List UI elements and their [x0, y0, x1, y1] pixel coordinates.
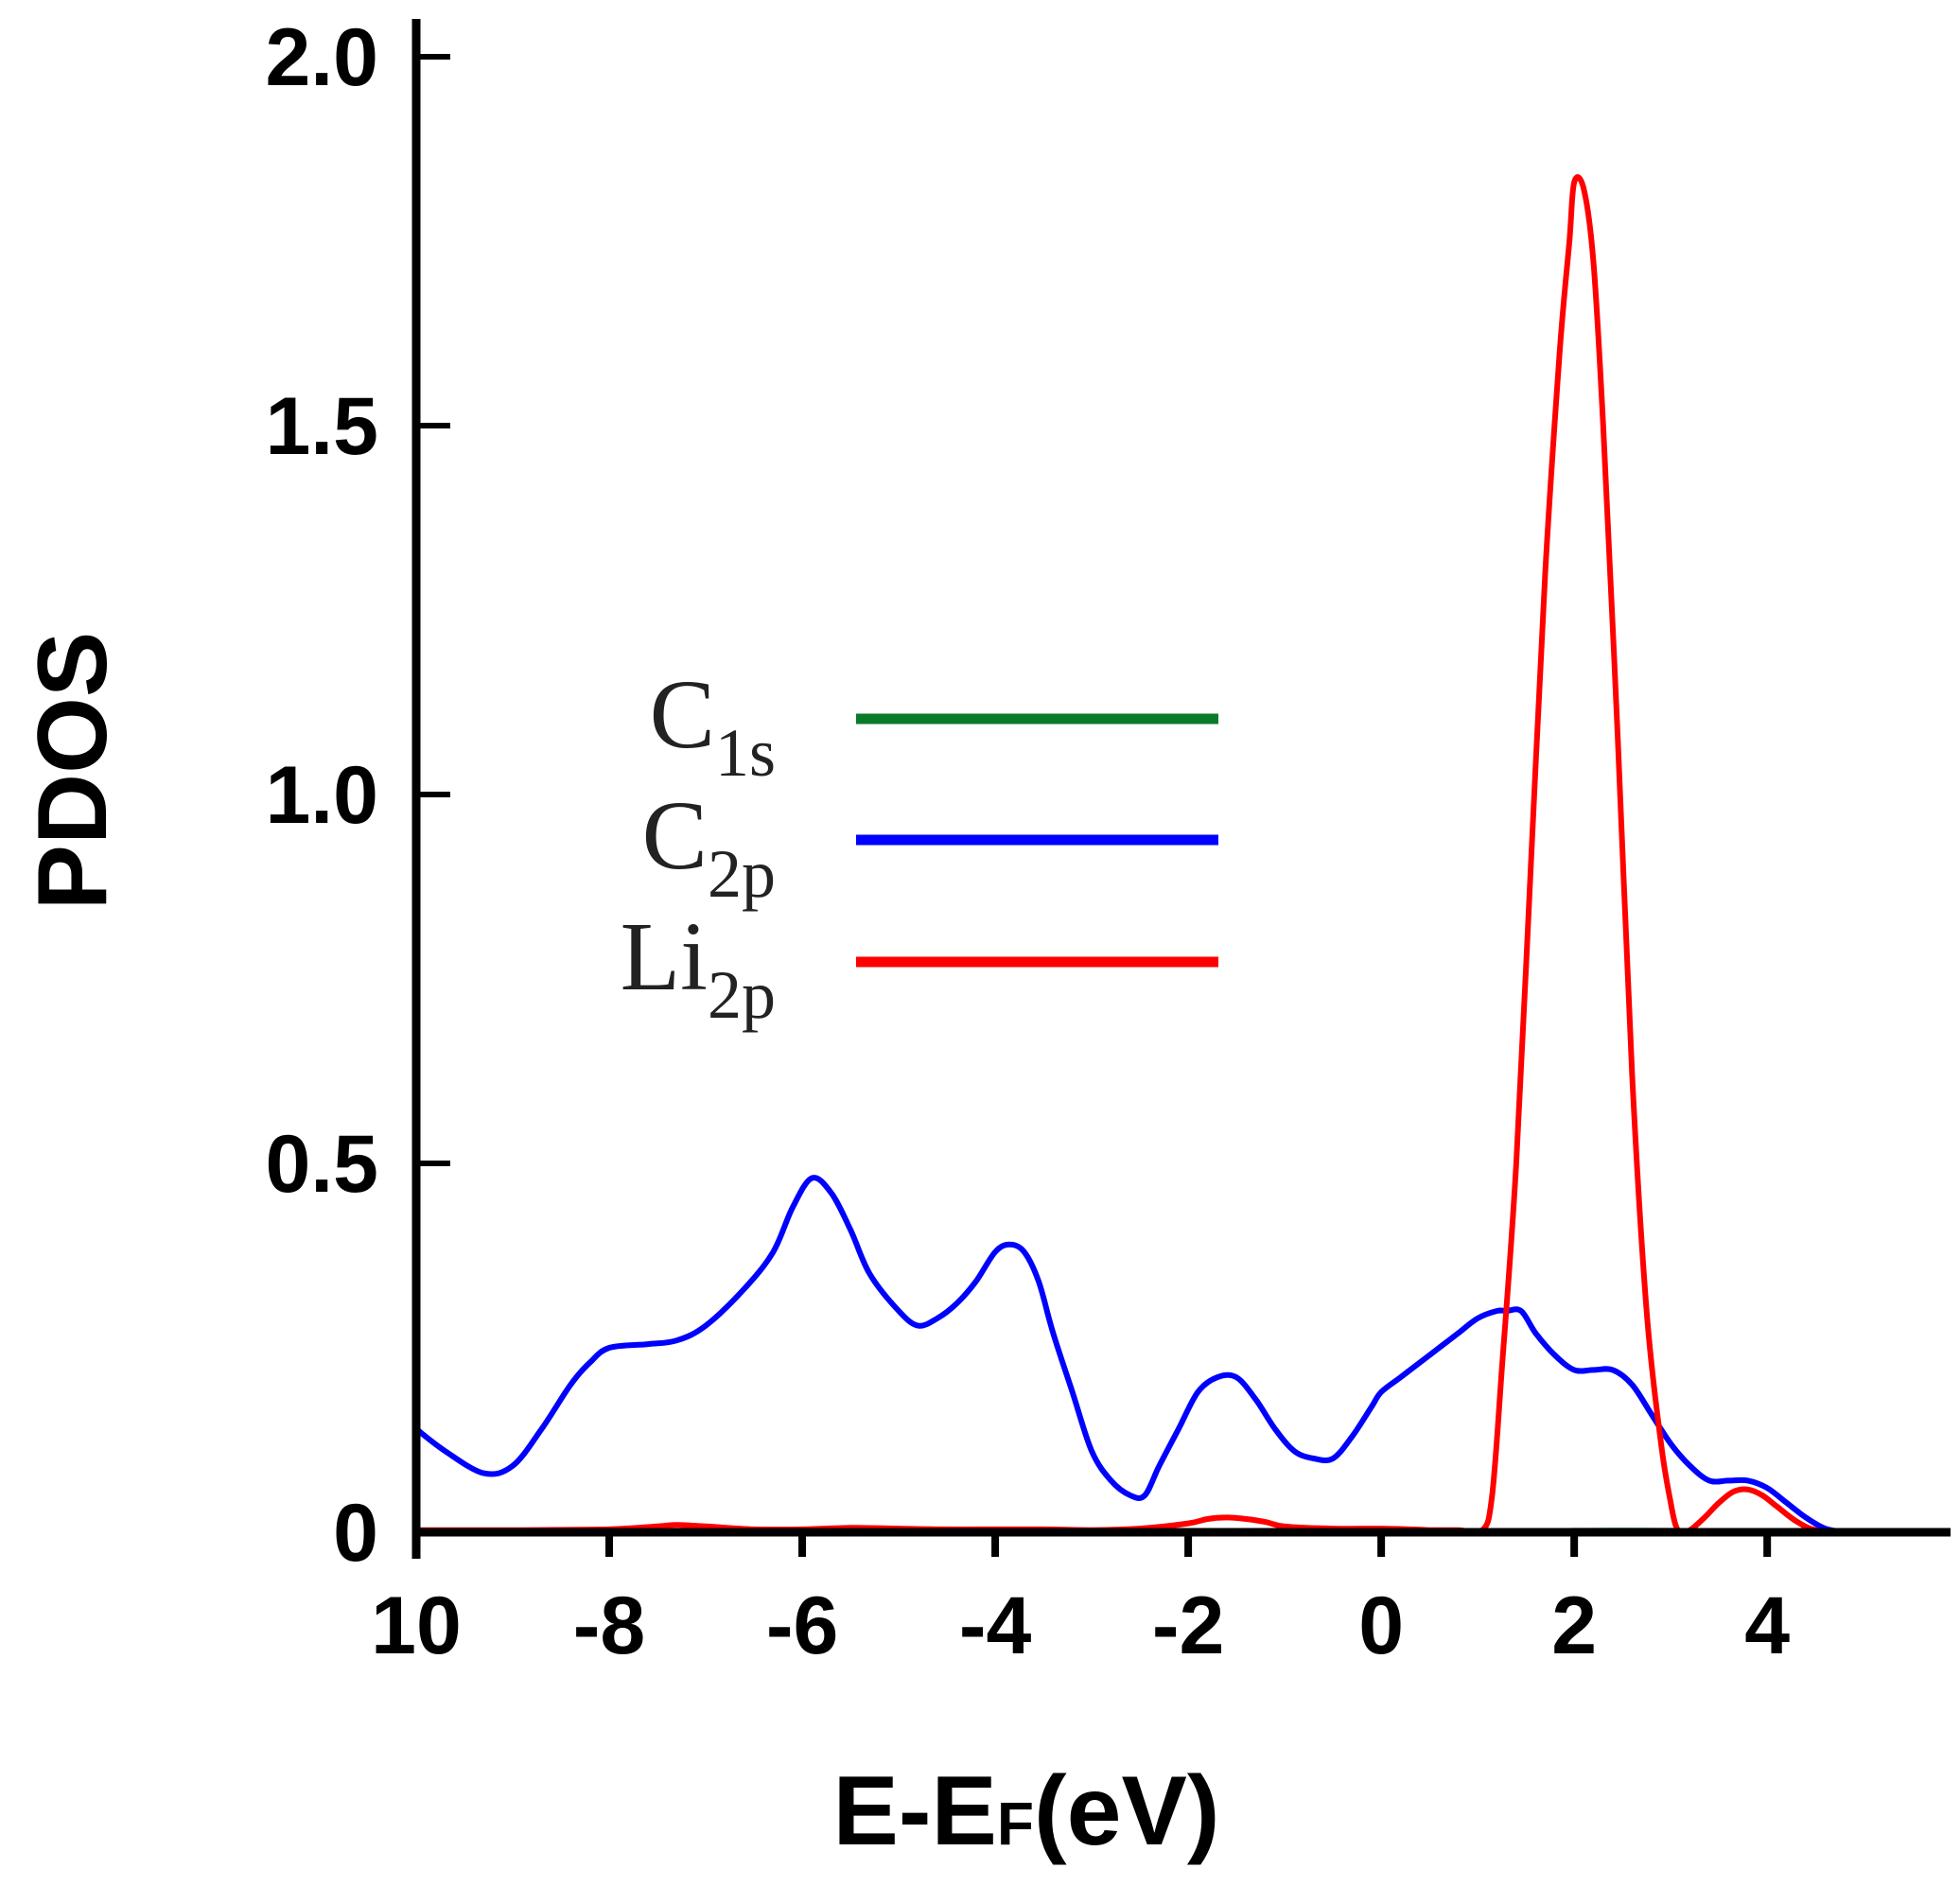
- legend-label-c1s: C: [650, 660, 715, 769]
- x-axis-title-subscript: F: [997, 1790, 1034, 1858]
- x-axis-title: E-EF(eV): [833, 1756, 1220, 1866]
- y-tick-label: 2.0: [265, 12, 378, 103]
- svg-text:C2p: C2p: [642, 781, 776, 912]
- x-tick-label: 10: [371, 1580, 462, 1671]
- y-tick-label: 0: [333, 1488, 378, 1579]
- y-tick-label: 1.0: [265, 750, 378, 841]
- x-tick-label: -2: [1152, 1580, 1224, 1671]
- y-axis-title: PDOS: [18, 632, 128, 911]
- legend: C1s C2p Li2p: [621, 660, 1218, 1033]
- y-ticks: 0 0.5 1.0 1.5 2.0: [265, 12, 450, 1579]
- legend-item-c1s: C1s: [650, 660, 1218, 791]
- x-tick-label: -4: [959, 1580, 1032, 1671]
- x-tick-label: 2: [1551, 1580, 1597, 1671]
- legend-label-c2p: C: [642, 781, 708, 890]
- series-line-c2p: [413, 1175, 1847, 1535]
- legend-label-li2p: Li: [621, 902, 708, 1011]
- x-tick-label: 4: [1744, 1580, 1790, 1671]
- x-tick-label: -6: [766, 1580, 838, 1671]
- legend-item-li2p: Li2p: [621, 902, 1218, 1033]
- y-tick-label: 0.5: [265, 1119, 378, 1210]
- series-layer: [413, 174, 1886, 1536]
- x-ticks: 10 -8 -6 -4 -2 0 2 4: [371, 1532, 1790, 1671]
- svg-text:C1s: C1s: [650, 660, 776, 791]
- legend-sub-li2p: 2p: [708, 957, 776, 1033]
- series-line-li2p: [413, 174, 1886, 1536]
- x-axis-title-main: E-E: [833, 1756, 997, 1866]
- x-tick-label: -8: [573, 1580, 645, 1671]
- legend-sub-c1s: 1s: [715, 715, 776, 791]
- legend-sub-c2p: 2p: [708, 836, 776, 912]
- x-tick-label: 0: [1358, 1580, 1404, 1671]
- legend-item-c2p: C2p: [642, 781, 1218, 912]
- svg-text:E-EF(eV): E-EF(eV): [833, 1756, 1220, 1866]
- y-tick-label: 1.5: [265, 381, 378, 472]
- x-axis-title-unit: (eV): [1034, 1756, 1219, 1866]
- svg-text:Li2p: Li2p: [621, 902, 776, 1033]
